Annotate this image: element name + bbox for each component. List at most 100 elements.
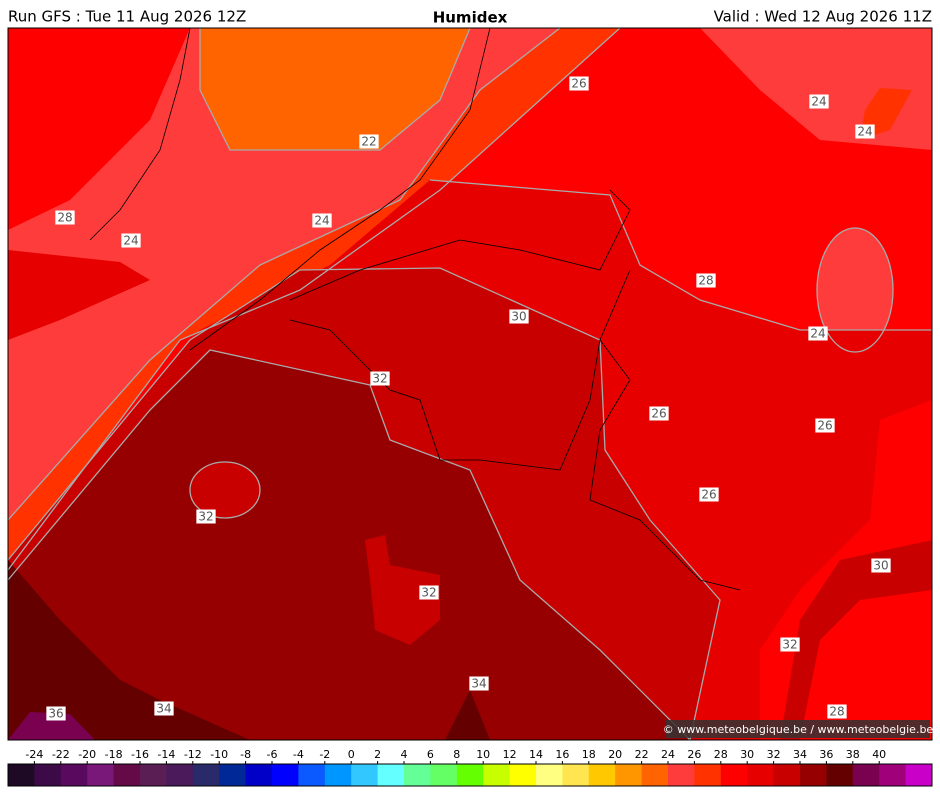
color-swatch	[298, 764, 326, 786]
color-swatch	[377, 764, 405, 786]
isolines	[8, 28, 932, 740]
colorbar-tick-label: 30	[740, 748, 754, 761]
colorbar-tick-label: -6	[267, 748, 278, 761]
colorbar-tick-label: 18	[582, 748, 596, 761]
colorbar-tick-label: -12	[184, 748, 202, 761]
contour-label: 32	[198, 510, 213, 524]
color-swatch	[879, 764, 907, 786]
colorbar-tick-label: -22	[52, 748, 70, 761]
contour-label: 28	[698, 274, 713, 288]
color-swatch	[800, 764, 827, 786]
color-swatch	[430, 764, 458, 786]
colorbar-tick-label: 24	[661, 748, 675, 761]
contour-label: 30	[873, 559, 888, 573]
colorbar-tick-label: 32	[767, 748, 781, 761]
contour-label-box	[121, 233, 141, 248]
color-swatch	[8, 764, 35, 786]
color-swatch	[324, 764, 352, 786]
borders	[89, 28, 741, 591]
colorbar-tick-label: 10	[476, 748, 490, 761]
field-zone	[817, 228, 893, 352]
colorbar-tick-label: 8	[453, 748, 460, 761]
map: 22 24 24 28 26 24 24 28 30 24 32 26 26 2…	[7, 27, 933, 741]
color-swatch	[166, 764, 194, 786]
colorbar-tick-label: -14	[157, 748, 175, 761]
color-swatch	[140, 764, 167, 786]
color-swatch	[404, 764, 431, 786]
colorbar-tick-label: 28	[714, 748, 728, 761]
contour-labels: 22 24 24 28 26 24 24 28 30 24 32 26 26 2…	[46, 76, 891, 721]
color-swatch	[562, 764, 590, 786]
color-swatch	[113, 764, 141, 786]
color-swatch	[60, 764, 88, 786]
color-swatch	[747, 764, 775, 786]
field-zone	[8, 712, 95, 740]
contour-label: 34	[156, 702, 171, 716]
contour-label-box	[871, 558, 891, 573]
contour-label-box	[649, 406, 669, 421]
map-frame	[7, 27, 933, 741]
contour-label-box	[569, 76, 589, 91]
field-zone	[8, 560, 250, 740]
color-swatch	[588, 764, 616, 786]
field-zone	[8, 28, 560, 520]
colorbar-tick-label: -18	[105, 748, 123, 761]
colorbar-tick-label: 0	[348, 748, 355, 761]
colorbar-tick-label: 26	[687, 748, 701, 761]
valid-info: Valid : Wed 12 Aug 2026 11Z	[714, 8, 932, 26]
color-swatch	[615, 764, 643, 786]
color-swatch	[483, 764, 511, 786]
colorbar-tick-label: -16	[131, 748, 149, 761]
colorbar-tick-label: -20	[78, 748, 96, 761]
contour-label-box	[196, 509, 216, 524]
color-swatch	[668, 764, 695, 786]
contour-label-box	[809, 94, 829, 109]
color-swatch	[852, 764, 880, 786]
contour-label-box	[312, 213, 332, 228]
contour-label-box	[55, 210, 75, 225]
colorbar-tick-label: 14	[529, 748, 543, 761]
color-swatch	[773, 764, 801, 786]
contour-label-box	[46, 706, 66, 721]
colorbar-tick-label: 22	[635, 748, 649, 761]
contour-label: 26	[701, 488, 716, 502]
color-swatch	[34, 764, 62, 786]
contour-label-box	[780, 637, 800, 652]
color-swatch	[694, 764, 722, 786]
contour-label: 26	[651, 407, 666, 421]
field-zone	[780, 540, 932, 740]
contour-label-box	[699, 487, 719, 502]
colorbar-tick-label: 38	[846, 748, 860, 761]
color-swatch	[87, 764, 115, 786]
contour-label-box	[808, 326, 828, 341]
contour-label-box	[827, 704, 847, 719]
contour-label: 24	[857, 125, 872, 139]
field-zone	[8, 28, 190, 230]
contour-label: 26	[571, 77, 586, 91]
contour-label-box	[855, 124, 875, 139]
colorbar-tick-label: 4	[401, 748, 408, 761]
colorbar-tick-label: 16	[555, 748, 569, 761]
contour-label: 28	[829, 705, 844, 719]
contour-label: 32	[782, 638, 797, 652]
contour-label-box	[419, 585, 439, 600]
contour-label: 28	[57, 211, 72, 225]
contour-label-box	[815, 418, 835, 433]
contour-label-box	[696, 273, 716, 288]
colorbar-frame	[7, 763, 933, 787]
colorbar-tick-label: -10	[210, 748, 228, 761]
colorbar-tick-label: -24	[25, 748, 43, 761]
colorbar-tick-label: 36	[819, 748, 833, 761]
contour-label: 24	[810, 327, 825, 341]
field-zone	[365, 535, 440, 645]
contour-label: 26	[817, 419, 832, 433]
contour-label: 24	[811, 95, 826, 109]
field-zone	[190, 462, 260, 518]
colorbar-tick-label: -2	[319, 748, 330, 761]
contour-label: 34	[471, 677, 486, 691]
color-swatch	[192, 764, 220, 786]
contour-label-box	[469, 676, 489, 691]
map-title: Humidex	[433, 9, 508, 27]
color-swatch	[245, 764, 273, 786]
color-swatch	[219, 764, 247, 786]
